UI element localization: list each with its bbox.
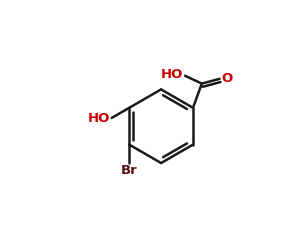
Text: Br: Br [121,164,138,178]
Text: O: O [221,72,233,85]
Text: HO: HO [88,112,110,125]
Text: HO: HO [160,68,183,81]
